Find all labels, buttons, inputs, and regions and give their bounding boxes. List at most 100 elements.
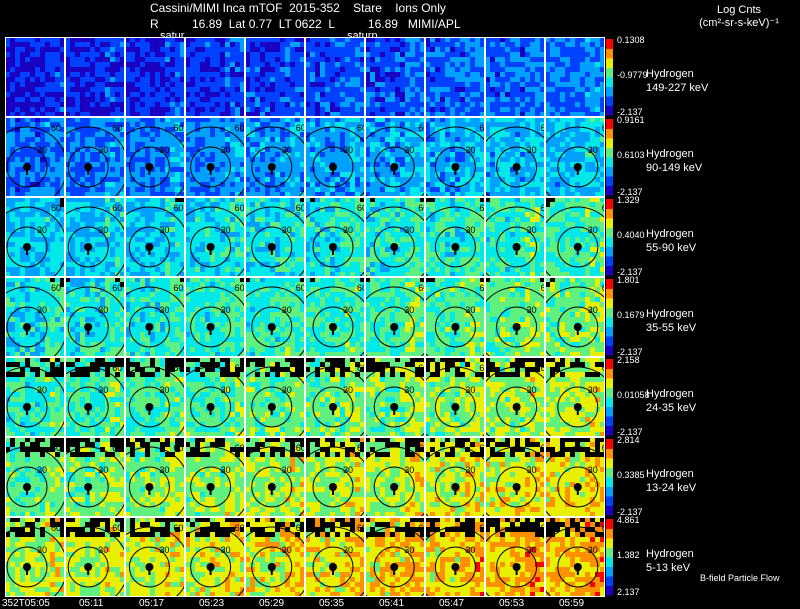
heat-cell: [260, 192, 265, 197]
heat-cell: [520, 97, 525, 102]
heat-cell: [215, 122, 220, 127]
heat-cell: [95, 232, 100, 237]
heat-cell: [310, 72, 315, 77]
heat-cell: [300, 112, 305, 117]
heat-cell: [560, 42, 565, 47]
heat-cell: [130, 97, 135, 102]
heat-cell: [100, 72, 105, 77]
heat-cell: [340, 137, 345, 142]
heat-cell: [60, 237, 65, 242]
heat-cell: [360, 37, 365, 42]
heat-cell: [540, 37, 545, 42]
heat-cell: [120, 247, 125, 252]
heat-cell: [130, 117, 135, 122]
heat-cell: [120, 257, 125, 262]
heat-cell: [115, 122, 120, 127]
heat-cell: [50, 172, 55, 177]
heat-cell: [10, 202, 15, 207]
heat-cell: [415, 167, 420, 172]
heat-cell: [525, 147, 530, 152]
heat-cell: [100, 147, 105, 152]
heat-cell: [550, 92, 555, 97]
heat-cell: [380, 47, 385, 52]
heat-cell: [145, 127, 150, 132]
heat-cell: [115, 62, 120, 67]
heat-cell: [25, 127, 30, 132]
heat-cell: [170, 222, 175, 227]
heat-cell: [120, 172, 125, 177]
heat-cell: [580, 97, 585, 102]
heat-cell: [555, 87, 560, 92]
heat-cell: [265, 187, 270, 192]
heat-cell: [375, 87, 380, 92]
heat-cell: [510, 87, 515, 92]
contour-60: [365, 126, 425, 197]
heat-cell: [200, 272, 205, 277]
heat-cell: [235, 107, 240, 112]
heat-cell: [205, 142, 210, 147]
heat-cell: [55, 177, 60, 182]
heat-cell: [110, 142, 115, 147]
heat-cell: [10, 92, 15, 97]
heat-cell: [275, 72, 280, 77]
heat-cell: [430, 162, 435, 167]
heat-cell: [300, 227, 305, 232]
heat-cell: [515, 72, 520, 77]
heat-cell: [480, 147, 485, 152]
heat-cell: [585, 167, 590, 172]
heat-cell: [260, 92, 265, 97]
heat-cell: [60, 57, 65, 62]
heat-cell: [520, 72, 525, 77]
heat-cell: [440, 177, 445, 182]
heat-cell: [240, 52, 245, 57]
heat-cell: [310, 212, 315, 217]
heat-cell: [160, 242, 165, 247]
heat-cell: [215, 72, 220, 77]
heat-cell: [135, 172, 140, 177]
heat-cell: [275, 172, 280, 177]
heat-cell: [305, 72, 310, 77]
heat-cell: [310, 132, 315, 137]
heat-cell: [115, 257, 120, 262]
heat-cell: [215, 112, 220, 117]
heat-cell: [280, 117, 285, 122]
heat-cell: [60, 182, 65, 187]
heat-cell: [220, 127, 225, 132]
heat-cell: [330, 77, 335, 82]
heat-cell: [285, 272, 290, 277]
heat-cell: [125, 207, 130, 212]
heat-cell: [450, 172, 455, 177]
heat-cell: [585, 132, 590, 137]
heat-cell: [270, 207, 275, 212]
heat-cell: [115, 132, 120, 137]
heat-cell: [155, 77, 160, 82]
heat-cell: [380, 117, 385, 122]
heat-cell: [75, 132, 80, 137]
heat-cell: [100, 47, 105, 52]
heat-cell: [380, 192, 385, 197]
heat-cell: [175, 122, 180, 127]
heat-cell: [550, 102, 555, 107]
heat-cell: [480, 192, 485, 197]
heat-cell: [420, 67, 425, 72]
heat-cell: [230, 157, 235, 162]
heat-cell: [185, 207, 190, 212]
heat-cell: [245, 187, 250, 192]
heat-cell: [165, 107, 170, 112]
heat-cell: [245, 132, 250, 137]
heat-cell: [190, 107, 195, 112]
heat-cell: [100, 82, 105, 87]
heat-cell: [520, 157, 525, 162]
heat-cell: [225, 217, 230, 222]
heat-cell: [545, 172, 550, 177]
heat-cell: [265, 267, 270, 272]
heat-cell: [10, 162, 15, 167]
heat-cell: [60, 107, 65, 112]
heat-cell: [580, 102, 585, 107]
heat-cell: [225, 272, 230, 277]
heat-cell: [180, 47, 185, 52]
heat-cell: [280, 207, 285, 212]
heat-cell: [330, 37, 335, 42]
heat-cell: [300, 187, 305, 192]
